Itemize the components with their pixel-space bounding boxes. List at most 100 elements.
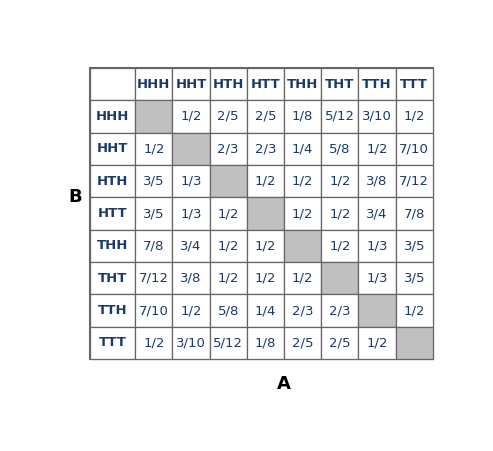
Text: 3/5: 3/5 — [143, 207, 165, 220]
Bar — [358, 295, 396, 327]
Bar — [173, 295, 210, 327]
Bar — [135, 100, 173, 133]
Text: 1/2: 1/2 — [143, 143, 165, 155]
Text: 3/5: 3/5 — [403, 239, 425, 253]
Text: 7/8: 7/8 — [404, 207, 425, 220]
Text: 2/5: 2/5 — [292, 336, 314, 350]
Text: 1/3: 1/3 — [366, 239, 388, 253]
Bar — [247, 165, 284, 198]
Bar — [210, 327, 247, 359]
Bar — [396, 133, 433, 165]
Text: 1/2: 1/2 — [366, 336, 388, 350]
Bar — [173, 133, 210, 165]
Text: HHT: HHT — [97, 143, 129, 155]
Text: 2/3: 2/3 — [255, 143, 276, 155]
Bar — [135, 230, 173, 262]
Bar — [135, 295, 173, 327]
Text: 7/12: 7/12 — [399, 175, 429, 188]
Bar — [247, 198, 284, 230]
Text: 7/10: 7/10 — [399, 143, 429, 155]
Text: 2/3: 2/3 — [217, 143, 239, 155]
Text: B: B — [68, 189, 82, 207]
Text: 1/2: 1/2 — [292, 207, 314, 220]
Bar — [210, 262, 247, 295]
Text: 1/2: 1/2 — [403, 304, 425, 317]
Text: HHH: HHH — [96, 110, 130, 123]
Bar — [358, 100, 396, 133]
Bar — [358, 230, 396, 262]
Bar — [358, 327, 396, 359]
Bar — [173, 262, 210, 295]
Text: 5/12: 5/12 — [325, 110, 355, 123]
Text: 1/2: 1/2 — [329, 175, 351, 188]
Text: 1/4: 1/4 — [292, 143, 314, 155]
Bar — [173, 68, 210, 100]
Bar — [90, 68, 135, 100]
Bar — [396, 198, 433, 230]
Bar — [284, 165, 321, 198]
Text: HTT: HTT — [98, 207, 128, 220]
Text: HTH: HTH — [212, 78, 244, 91]
Text: 1/2: 1/2 — [180, 110, 202, 123]
Bar — [358, 133, 396, 165]
Text: 2/5: 2/5 — [329, 336, 351, 350]
Text: 1/3: 1/3 — [366, 272, 388, 285]
Text: 2/5: 2/5 — [255, 110, 276, 123]
Bar — [210, 230, 247, 262]
Bar — [90, 295, 135, 327]
Bar — [173, 165, 210, 198]
Bar — [135, 68, 173, 100]
Bar — [284, 68, 321, 100]
Bar — [90, 68, 433, 359]
Text: 2/3: 2/3 — [329, 304, 351, 317]
Bar — [210, 68, 247, 100]
Text: 1/2: 1/2 — [255, 272, 276, 285]
Text: 3/8: 3/8 — [366, 175, 387, 188]
Text: 1/2: 1/2 — [217, 239, 239, 253]
Bar — [321, 295, 358, 327]
Bar — [284, 100, 321, 133]
Text: HTH: HTH — [97, 175, 129, 188]
Bar — [135, 165, 173, 198]
Text: 1/3: 1/3 — [180, 207, 202, 220]
Bar — [90, 165, 135, 198]
Text: 1/4: 1/4 — [255, 304, 276, 317]
Text: 3/4: 3/4 — [366, 207, 387, 220]
Bar — [396, 327, 433, 359]
Bar — [210, 133, 247, 165]
Text: 1/8: 1/8 — [255, 336, 276, 350]
Text: TTT: TTT — [400, 78, 428, 91]
Text: 1/8: 1/8 — [292, 110, 314, 123]
Bar — [210, 100, 247, 133]
Bar — [321, 133, 358, 165]
Bar — [396, 100, 433, 133]
Text: 3/4: 3/4 — [180, 239, 202, 253]
Bar — [90, 230, 135, 262]
Bar — [321, 262, 358, 295]
Text: 3/10: 3/10 — [362, 110, 392, 123]
Text: 1/2: 1/2 — [217, 207, 239, 220]
Bar — [90, 327, 135, 359]
Bar — [321, 198, 358, 230]
Bar — [247, 100, 284, 133]
Bar — [358, 68, 396, 100]
Bar — [210, 198, 247, 230]
Bar — [90, 262, 135, 295]
Bar — [396, 230, 433, 262]
Bar — [90, 133, 135, 165]
Text: 7/8: 7/8 — [143, 239, 165, 253]
Bar — [321, 100, 358, 133]
Bar — [247, 68, 284, 100]
Text: 1/2: 1/2 — [143, 336, 165, 350]
Text: 1/2: 1/2 — [292, 175, 314, 188]
Bar — [173, 198, 210, 230]
Text: 1/2: 1/2 — [255, 175, 276, 188]
Text: HHH: HHH — [137, 78, 171, 91]
Bar — [173, 327, 210, 359]
Text: THT: THT — [98, 272, 128, 285]
Text: A: A — [277, 375, 291, 393]
Text: HHT: HHT — [176, 78, 207, 91]
Bar — [321, 230, 358, 262]
Text: 1/2: 1/2 — [329, 239, 351, 253]
Bar — [247, 327, 284, 359]
